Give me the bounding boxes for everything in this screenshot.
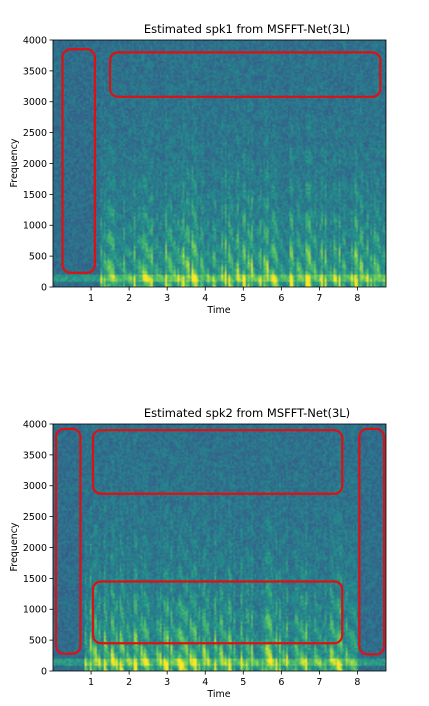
y-tick-label: 1500 [23, 574, 47, 585]
y-tick-label: 0 [41, 666, 47, 677]
y-tick-label: 2000 [23, 543, 47, 554]
y-axis-label: Frequency [9, 522, 20, 571]
x-tick-label: 1 [88, 677, 94, 688]
y-tick-label: 3000 [23, 97, 47, 108]
x-tick-label: 7 [316, 677, 322, 688]
y-tick-label: 1500 [23, 190, 47, 201]
y-axis-label: Frequency [9, 138, 20, 187]
y-tick-label: 3000 [23, 481, 47, 492]
annotation-box-1 [54, 427, 82, 655]
chart-title: Estimated spk2 from MSFFT-Net(3L) [144, 406, 350, 420]
x-tick-label: 5 [240, 677, 246, 688]
x-tick-label: 8 [354, 293, 360, 304]
x-axis-label: Time [206, 689, 230, 700]
spectrogram-image [53, 40, 386, 287]
spectrogram-image [53, 424, 386, 671]
x-tick-label: 7 [316, 293, 322, 304]
y-tick-label: 2000 [23, 159, 47, 170]
x-tick-label: 1 [88, 293, 94, 304]
y-tick-label: 500 [29, 252, 47, 263]
annotation-box-4 [358, 427, 386, 656]
annotation-box-2 [91, 429, 344, 495]
x-axis-ticks: 1 2 3 4 5 6 7 8 [88, 671, 360, 688]
annotation-boxes [54, 427, 386, 656]
x-tick-label: 5 [240, 293, 246, 304]
x-tick-label: 3 [164, 677, 170, 688]
x-tick-label: 2 [126, 677, 132, 688]
y-axis-ticks: 0 500 1000 1500 2000 2500 3000 3500 4000 [23, 35, 53, 293]
spectrogram-heatmap [53, 424, 386, 671]
y-tick-label: 3500 [23, 450, 47, 461]
x-tick-label: 4 [202, 677, 208, 688]
x-tick-label: 4 [202, 293, 208, 304]
y-tick-label: 3500 [23, 66, 47, 77]
annotation-box-2 [108, 51, 382, 98]
y-axis-ticks: 0 500 1000 1500 2000 2500 3000 3500 4000 [23, 419, 53, 677]
annotation-box-3 [91, 580, 344, 645]
chart-title: Estimated spk1 from MSFFT-Net(3L) [144, 22, 350, 36]
x-tick-label: 3 [164, 293, 170, 304]
y-tick-label: 0 [41, 282, 47, 293]
y-tick-label: 4000 [23, 419, 47, 430]
chart-spk2: Estimated spk2 from MSFFT-Net(3L) 1 2 3 4 5 6… [9, 406, 387, 700]
spectrogram-heatmap [53, 40, 386, 287]
y-tick-label: 1000 [23, 605, 47, 616]
annotation-box-1 [61, 48, 96, 274]
y-tick-label: 1000 [23, 221, 47, 232]
x-axis-label: Time [206, 305, 230, 316]
x-tick-label: 6 [278, 293, 284, 304]
x-tick-label: 8 [354, 677, 360, 688]
y-tick-label: 500 [29, 636, 47, 647]
annotation-boxes [61, 48, 382, 274]
y-tick-label: 2500 [23, 512, 47, 523]
y-tick-label: 2500 [23, 128, 47, 139]
y-tick-label: 4000 [23, 35, 47, 46]
chart-spk1: Estimated spk1 from MSFFT-Net(3L) 1 2 3 4 5 6… [9, 22, 387, 316]
x-tick-label: 6 [278, 677, 284, 688]
x-tick-label: 2 [126, 293, 132, 304]
x-axis-ticks: 1 2 3 4 5 6 7 8 [88, 287, 360, 304]
